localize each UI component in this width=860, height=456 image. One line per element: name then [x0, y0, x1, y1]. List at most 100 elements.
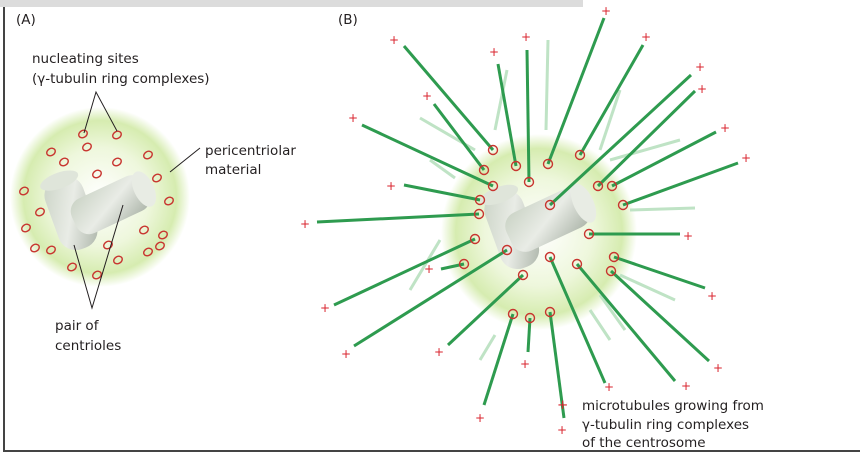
microtubule: [622, 161, 739, 207]
plus-end-marker: +: [300, 217, 310, 231]
nucleating-site-ring: [67, 262, 77, 272]
gamma-tubulin-ring: [544, 306, 556, 318]
nucleating-site-ring: [30, 243, 40, 253]
nucleating-site-ring: [35, 207, 45, 217]
plus-end-marker: +: [489, 45, 499, 59]
microtubule: [353, 248, 508, 348]
plus-end-marker: +: [604, 380, 614, 394]
nucleating-site-ring: [92, 169, 102, 179]
microtubule: [548, 311, 566, 419]
plus-end-marker: +: [713, 361, 723, 375]
microtubule: [575, 263, 677, 382]
gamma-tubulin-ring: [574, 149, 586, 161]
top-bar: [0, 0, 583, 7]
nucleating-site-ring: [92, 270, 102, 280]
microtubule: [596, 89, 697, 188]
background-microtubule: [544, 39, 550, 131]
gamma-tubulin-ring: [473, 208, 485, 220]
microtubule: [578, 44, 645, 156]
microtubule: [316, 212, 480, 224]
nucleating-site-ring: [112, 130, 122, 140]
microtubule: [525, 49, 531, 183]
gamma-tubulin-ring: [524, 312, 536, 324]
gamma-tubulin-ring: [474, 194, 486, 206]
gamma-tubulin-ring: [487, 144, 499, 156]
microtubule: [548, 256, 607, 384]
nucleating-site-ring: [152, 173, 162, 183]
microtubule: [403, 183, 481, 202]
plus-end-marker: +: [641, 30, 651, 44]
panel-a-label: (A): [16, 12, 36, 28]
nucleating-site-ring: [139, 225, 149, 235]
legend-line-3: of the centrosome: [582, 435, 706, 451]
background-microtubule: [598, 294, 627, 331]
background-microtubule: [493, 69, 509, 131]
nucleating-site-ring: [19, 186, 29, 196]
nucleating-sites-label-2: (γ-tubulin ring complexes): [32, 71, 210, 87]
nucleating-site-ring: [164, 196, 174, 206]
plus-end-marker: +: [707, 289, 717, 303]
background-microtubule: [588, 309, 612, 341]
plus-end-marker: +: [434, 345, 444, 359]
plus-end-marker: +: [424, 262, 434, 276]
background-microtubule: [629, 206, 696, 212]
nucleating-site-ring: [59, 157, 69, 167]
gamma-tubulin-ring: [458, 258, 470, 270]
microtubule: [526, 317, 532, 353]
microtubule: [548, 73, 693, 207]
plus-end-marker: +: [697, 82, 707, 96]
gamma-tubulin-ring: [608, 251, 620, 263]
plus-end-marker: +: [389, 33, 399, 47]
gamma-tubulin-ring: [542, 158, 554, 170]
plus-end-marker: +: [520, 357, 530, 371]
gamma-tubulin-ring: [571, 258, 583, 270]
pcm-pointer: [169, 147, 201, 173]
nucleating-site-ring: [143, 247, 153, 257]
nucleating-site-ring: [82, 142, 92, 152]
legend-line-2: γ-tubulin ring complexes: [582, 417, 749, 433]
legend-plus-symbol: +: [557, 397, 568, 413]
pericentriolar-label-2: material: [205, 162, 261, 178]
nucleating-pointer: [83, 90, 118, 134]
nucleating-site-ring: [143, 150, 153, 160]
panel-b: (B) + + + + + + + + + + + + + + + + + + + + + + + + + + microtub…: [300, 4, 764, 451]
nucleating-site-ring: [78, 129, 88, 139]
plus-end-marker: +: [557, 423, 567, 437]
centrioles-label-2: centrioles: [55, 338, 121, 354]
microtubule: [482, 313, 515, 406]
gamma-tubulin-ring: [617, 199, 629, 211]
gamma-tubulin-ring: [469, 233, 481, 245]
centriole-pair-b: [480, 183, 597, 270]
panel-a: (A) nucleating sites (γ-tubulin ring com…: [10, 12, 296, 354]
panel-b-label: (B): [338, 12, 358, 28]
gamma-tubulin-ring: [583, 228, 595, 240]
microtubule: [446, 273, 525, 347]
microtubule: [609, 269, 711, 363]
microtubule: [546, 17, 606, 165]
plus-end-marker: +: [681, 379, 691, 393]
microtubule: [432, 103, 486, 171]
microtubule: [361, 123, 494, 188]
plus-end-marker: +: [475, 411, 485, 425]
microtubule: [333, 237, 476, 307]
gamma-tubulin-ring: [507, 308, 519, 320]
gamma-tubulin-ring: [478, 164, 490, 176]
plus-end-marker: +: [521, 30, 531, 44]
gamma-tubulin-ring: [606, 180, 618, 192]
plus-end-marker: +: [720, 121, 730, 135]
nucleating-site-ring: [112, 157, 122, 167]
plus-end-marker: +: [341, 347, 351, 361]
gamma-tubulin-ring: [510, 160, 522, 172]
plus-end-marker: +: [741, 151, 751, 165]
plus-end-marker: +: [320, 301, 330, 315]
background-microtubule: [429, 158, 456, 180]
background-microtubule: [408, 239, 442, 291]
background-microtubule: [598, 89, 622, 151]
gamma-tubulin-ring: [592, 180, 604, 192]
microtubule: [613, 255, 706, 290]
gamma-tubulin-ring: [544, 199, 556, 211]
plus-end-marker: +: [683, 229, 693, 243]
plus-end-marker: +: [348, 111, 358, 125]
background-microtubule: [619, 273, 676, 302]
